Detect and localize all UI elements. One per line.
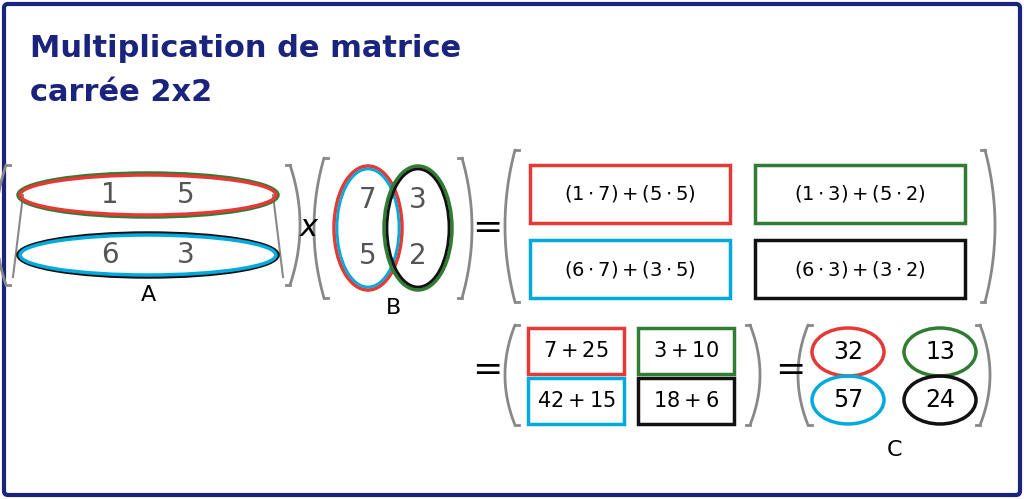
Text: carrée 2x2: carrée 2x2: [30, 77, 212, 106]
Bar: [530, 165, 730, 223]
Bar: [530, 240, 730, 298]
Text: $3+10$: $3+10$: [653, 341, 719, 361]
Text: $(1 \cdot 7) + (5 \cdot 5)$: $(1 \cdot 7) + (5 \cdot 5)$: [564, 184, 696, 205]
FancyBboxPatch shape: [4, 4, 1020, 495]
Text: B: B: [385, 298, 400, 318]
Bar: [528, 378, 624, 424]
Text: 1: 1: [101, 181, 119, 209]
Text: $(1 \cdot 3) + (5 \cdot 2)$: $(1 \cdot 3) + (5 \cdot 2)$: [794, 184, 926, 205]
Text: =: =: [775, 353, 805, 387]
Text: 2: 2: [410, 242, 427, 270]
Bar: [755, 240, 965, 298]
Text: =: =: [472, 211, 502, 245]
Text: A: A: [140, 285, 156, 305]
Text: =: =: [472, 353, 502, 387]
Bar: [755, 165, 965, 223]
Text: 3: 3: [410, 186, 427, 214]
Text: 32: 32: [833, 340, 863, 364]
Bar: [638, 378, 734, 424]
Text: $18+6$: $18+6$: [653, 391, 719, 411]
Text: $(6 \cdot 7) + (3 \cdot 5)$: $(6 \cdot 7) + (3 \cdot 5)$: [564, 258, 696, 279]
Text: 7: 7: [359, 186, 377, 214]
Text: 57: 57: [833, 388, 863, 412]
Text: $7+25$: $7+25$: [543, 341, 609, 361]
Text: 24: 24: [925, 388, 955, 412]
Text: Multiplication de matrice: Multiplication de matrice: [30, 33, 461, 62]
Text: $42+15$: $42+15$: [537, 391, 615, 411]
Text: 5: 5: [177, 181, 195, 209]
Text: 5: 5: [359, 242, 377, 270]
Text: 3: 3: [177, 241, 195, 269]
Bar: [528, 328, 624, 374]
Text: $x$: $x$: [299, 214, 321, 243]
Text: C: C: [886, 440, 902, 460]
Text: 13: 13: [925, 340, 955, 364]
Text: $(6 \cdot 3) + (3 \cdot 2)$: $(6 \cdot 3) + (3 \cdot 2)$: [794, 258, 926, 279]
Text: 6: 6: [101, 241, 119, 269]
Bar: [638, 328, 734, 374]
